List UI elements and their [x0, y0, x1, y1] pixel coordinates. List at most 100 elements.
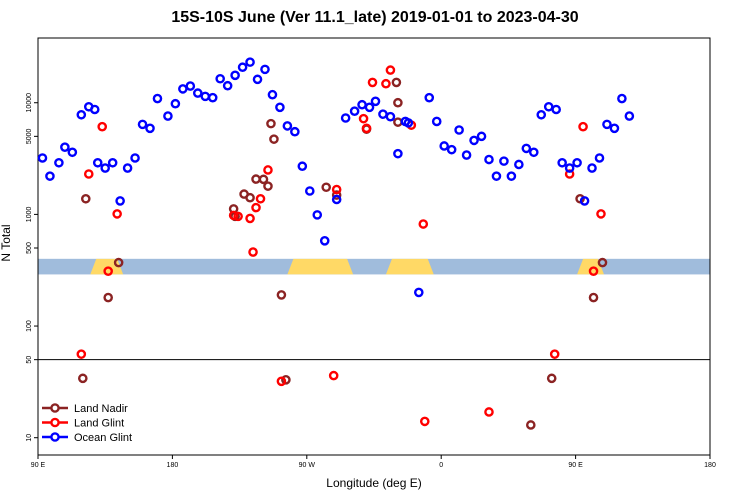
- y-tick-label: 500: [26, 242, 33, 254]
- ocean-glint-point: [572, 157, 582, 168]
- x-tick-label: 0: [439, 462, 443, 469]
- land-glint-point: [358, 113, 369, 124]
- ocean-glint-point: [403, 118, 414, 128]
- ocean-glint-point: [454, 125, 464, 135]
- ocean-glint-point: [378, 109, 388, 119]
- ocean-glint-point: [137, 119, 148, 130]
- ocean-glint-point: [297, 161, 308, 172]
- ocean-glint-point: [469, 135, 479, 146]
- land-nadir-point: [393, 97, 403, 108]
- land-glint-point: [361, 123, 372, 134]
- land-glint-point: [103, 266, 113, 276]
- ocean-glint-point: [115, 196, 125, 206]
- ocean-glint-point: [290, 126, 300, 137]
- land-nadir-point: [258, 174, 269, 185]
- land-glint-point: [248, 247, 258, 257]
- y-tick-label: 10000: [26, 93, 33, 113]
- y-tick-label: 5000: [26, 128, 33, 144]
- land-glint-point: [112, 209, 122, 219]
- legend-label-land-nadir: Land Nadir: [74, 403, 128, 415]
- ocean-glint-point: [357, 99, 367, 110]
- land-nadir-point: [113, 257, 124, 268]
- land-glint-point: [263, 165, 273, 175]
- ocean-glint-point: [192, 88, 203, 98]
- land-nadir-point: [391, 77, 402, 88]
- land-nadir-point: [331, 190, 342, 200]
- ocean-glint-point: [491, 171, 502, 181]
- ocean-glint-point: [200, 91, 211, 102]
- land-nadir-point: [245, 192, 255, 203]
- ocean-glint-point: [579, 196, 590, 206]
- ocean-glint-point: [107, 157, 118, 168]
- ocean-glint-point: [587, 163, 597, 173]
- ocean-band: [38, 258, 710, 275]
- ocean-glint-point: [594, 153, 605, 163]
- legend-label-land-glint: Land Glint: [74, 418, 124, 430]
- x-tick-label: 180: [704, 462, 716, 469]
- land-glint-point: [419, 416, 430, 427]
- land-glint-point: [97, 121, 108, 132]
- land-nadir-point: [103, 292, 113, 303]
- legend-marker-land-nadir: [50, 403, 60, 413]
- ocean-glint-point: [624, 111, 635, 121]
- land-glint-point: [367, 77, 378, 88]
- land-nadir-point: [263, 181, 273, 191]
- land-glint-point: [484, 407, 494, 417]
- land-glint-point: [331, 184, 342, 195]
- land-glint-point: [564, 169, 575, 179]
- land-glint-point: [328, 370, 339, 381]
- ocean-glint-point: [499, 156, 509, 166]
- ocean-glint-point: [349, 106, 360, 116]
- ocean-glint-point: [304, 186, 315, 196]
- ocean-glint-point: [564, 163, 575, 173]
- ocean-glint-point: [163, 111, 173, 121]
- ocean-glint-point: [54, 157, 64, 168]
- land-band: [287, 258, 354, 275]
- ocean-glint-point: [60, 142, 70, 152]
- ocean-glint-point: [237, 62, 248, 73]
- ocean-glint-point: [602, 119, 612, 130]
- land-nadir-point: [321, 182, 332, 193]
- ocean-glint-point: [484, 154, 494, 165]
- legend-marker-land-glint: [50, 417, 60, 428]
- land-nadir-point: [78, 373, 88, 384]
- ocean-glint-point: [222, 80, 233, 91]
- land-glint-point: [233, 211, 243, 222]
- ocean-glint-point: [514, 159, 524, 170]
- ocean-glint-point: [76, 109, 87, 120]
- ocean-glint-point: [446, 144, 457, 155]
- x-tick-label: 90 E: [31, 462, 46, 469]
- ocean-glint-point: [170, 98, 181, 109]
- land-nadir-point: [276, 290, 287, 300]
- land-glint-point: [255, 193, 266, 204]
- ocean-glint-point: [100, 163, 110, 173]
- ocean-glint-point: [67, 147, 78, 158]
- ocean-glint-point: [282, 121, 293, 131]
- ocean-glint-point: [364, 102, 375, 113]
- land-nadir-point: [281, 375, 291, 385]
- ocean-glint-point: [245, 57, 255, 67]
- ocean-glint-point: [521, 143, 532, 154]
- land-glint-point: [251, 202, 261, 213]
- ocean-glint-point: [145, 123, 155, 134]
- chart-title: 15S-10S June (Ver 11.1_late) 2019-01-01 …: [171, 9, 579, 26]
- ocean-glint-point: [178, 84, 188, 94]
- ocean-glint-point: [207, 92, 218, 103]
- ocean-glint-point: [609, 123, 620, 134]
- ocean-glint-point: [312, 210, 323, 220]
- ocean-glint-point: [370, 96, 381, 107]
- ocean-glint-point: [543, 101, 554, 112]
- land-glint-point: [549, 349, 560, 359]
- land-glint-point: [83, 169, 94, 179]
- land-nadir-point: [269, 134, 279, 144]
- ocean-glint-point: [275, 102, 285, 113]
- x-tick-label: 180: [167, 462, 179, 469]
- legend-label-ocean-glint: Ocean Glint: [74, 432, 132, 444]
- ocean-glint-point: [476, 131, 487, 142]
- legend-marker-ocean-glint: [50, 432, 60, 442]
- ocean-glint-point: [185, 81, 196, 91]
- ocean-glint-point: [89, 104, 100, 115]
- x-axis-label: Longitude (deg E): [326, 476, 422, 490]
- y-tick-label: 100: [26, 320, 33, 332]
- ocean-glint-point: [617, 93, 627, 104]
